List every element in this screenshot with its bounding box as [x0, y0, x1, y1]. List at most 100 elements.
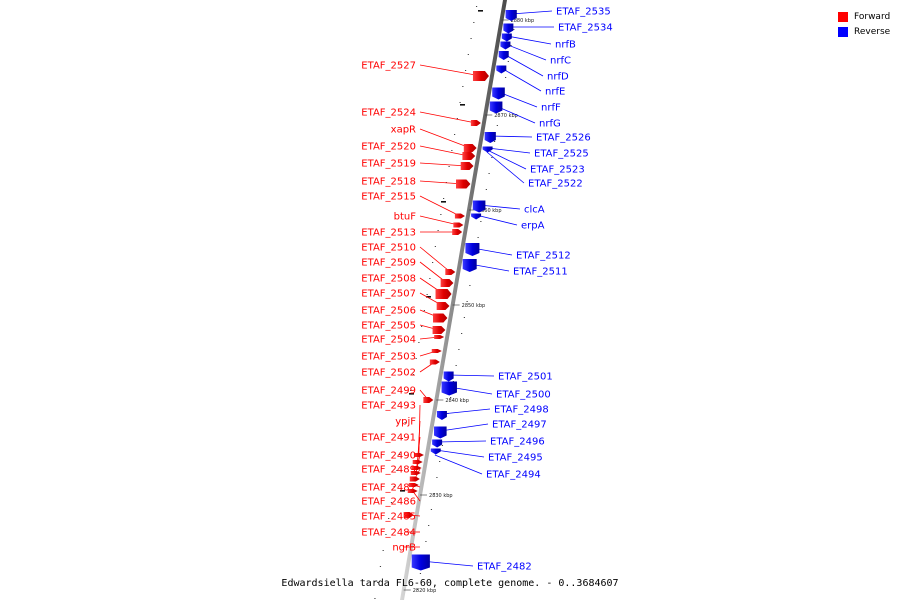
forward-gene-label[interactable]: ETAF_2506: [361, 306, 416, 317]
reverse-gene[interactable]: [498, 51, 509, 60]
forward-gene[interactable]: [413, 453, 424, 457]
reverse-gene[interactable]: [471, 213, 482, 220]
reverse-gene-label[interactable]: ETAF_2500: [496, 390, 551, 401]
reverse-gene-label[interactable]: clcA: [524, 205, 545, 216]
forward-gene-label[interactable]: ETAF_2493: [361, 401, 416, 412]
forward-gene-label[interactable]: ETAF_2491: [361, 433, 416, 444]
reverse-gene-label[interactable]: ETAF_2525: [534, 149, 589, 160]
forward-gene[interactable]: [436, 302, 450, 310]
reverse-gene-label[interactable]: ETAF_2535: [556, 7, 611, 18]
forward-gene[interactable]: [454, 213, 465, 219]
forward-gene[interactable]: [410, 471, 421, 475]
forward-gene[interactable]: [429, 359, 440, 365]
reverse-gene[interactable]: [465, 243, 480, 256]
forward-gene[interactable]: [411, 466, 422, 470]
reverse-gene[interactable]: [484, 132, 496, 143]
reverse-gene-label[interactable]: ETAF_2482: [477, 562, 532, 573]
forward-gene[interactable]: [470, 120, 481, 126]
reverse-gene-label[interactable]: ETAF_2512: [516, 251, 571, 262]
forward-gene-label[interactable]: ETAF_2518: [361, 177, 416, 188]
reverse-gene-label[interactable]: ETAF_2498: [494, 405, 549, 416]
forward-gene[interactable]: [434, 335, 445, 339]
forward-gene[interactable]: [452, 229, 463, 235]
reverse-gene-label[interactable]: ETAF_2501: [498, 372, 553, 383]
reverse-gene[interactable]: [482, 146, 493, 153]
reverse-gene[interactable]: [501, 33, 512, 42]
reverse-gene[interactable]: [430, 448, 441, 455]
forward-gene[interactable]: [407, 489, 418, 493]
legend-reverse[interactable]: Reverse: [838, 24, 900, 39]
forward-gene[interactable]: [435, 289, 452, 299]
reverse-gene-label[interactable]: nrfC: [550, 56, 571, 67]
reverse-gene-label[interactable]: ETAF_2534: [558, 23, 613, 34]
reverse-gene[interactable]: [500, 41, 511, 50]
reverse-gene-label[interactable]: nrfG: [539, 119, 561, 130]
forward-gene[interactable]: [403, 512, 414, 518]
forward-gene[interactable]: [432, 326, 446, 334]
forward-gene[interactable]: [445, 269, 456, 275]
forward-gene-label[interactable]: ETAF_2515: [361, 192, 416, 203]
forward-gene-label[interactable]: xapR: [391, 125, 416, 136]
forward-gene-label[interactable]: ETAF_2520: [361, 142, 416, 153]
forward-gene-label[interactable]: ETAF_2527: [361, 61, 416, 72]
forward-gene-label[interactable]: ETAF_2499: [361, 386, 416, 397]
reverse-gene-label[interactable]: ETAF_2494: [486, 470, 541, 481]
reverse-gene[interactable]: [434, 426, 447, 439]
reverse-gene-label[interactable]: ETAF_2522: [528, 179, 583, 190]
reverse-gene-label[interactable]: nrfB: [555, 40, 576, 51]
reverse-gene-label[interactable]: nrfF: [541, 103, 561, 114]
forward-gene-label[interactable]: ETAF_2485: [361, 512, 416, 523]
forward-gene-label[interactable]: ETAF_2489: [361, 465, 416, 476]
reverse-gene[interactable]: [441, 381, 457, 396]
forward-gene[interactable]: [460, 162, 474, 170]
forward-gene[interactable]: [472, 71, 489, 81]
forward-gene[interactable]: [463, 144, 477, 152]
forward-gene[interactable]: [431, 349, 442, 353]
forward-gene-label[interactable]: ETAF_2513: [361, 228, 416, 239]
forward-gene-label[interactable]: ETAF_2507: [361, 289, 416, 300]
reverse-gene[interactable]: [496, 65, 507, 74]
reverse-gene-label[interactable]: ETAF_2497: [492, 420, 547, 431]
forward-gene[interactable]: [440, 279, 454, 287]
legend-forward[interactable]: Forward: [838, 9, 900, 24]
forward-gene-label[interactable]: ETAF_2510: [361, 243, 416, 254]
forward-gene-label[interactable]: ETAF_2524: [361, 108, 416, 119]
forward-gene-label[interactable]: ETAF_2505: [361, 321, 416, 332]
reverse-gene[interactable]: [489, 101, 503, 114]
forward-gene[interactable]: [423, 397, 434, 403]
reverse-gene-label[interactable]: erpA: [521, 221, 545, 232]
reverse-gene-label[interactable]: ETAF_2496: [490, 437, 545, 448]
reverse-gene-label[interactable]: ETAF_2526: [536, 133, 591, 144]
reverse-gene-label[interactable]: ETAF_2495: [488, 453, 543, 464]
forward-gene-label[interactable]: ETAF_2503: [361, 352, 416, 363]
forward-gene-label[interactable]: ETAF_2502: [361, 368, 416, 379]
forward-gene-label[interactable]: ETAF_2519: [361, 159, 416, 170]
forward-gene[interactable]: [409, 476, 420, 482]
forward-gene[interactable]: [408, 483, 419, 487]
forward-gene[interactable]: [412, 460, 423, 464]
forward-gene-label[interactable]: ETAF_2487: [361, 483, 416, 494]
reverse-gene[interactable]: [462, 259, 477, 272]
reverse-gene[interactable]: [472, 200, 486, 213]
forward-gene-label[interactable]: ypjF: [395, 417, 416, 428]
forward-gene-label[interactable]: btuF: [394, 212, 417, 223]
forward-gene-label[interactable]: ETAF_2509: [361, 258, 416, 269]
reverse-gene-label[interactable]: ETAF_2523: [530, 165, 585, 176]
forward-gene-label[interactable]: ETAF_2504: [361, 335, 416, 346]
forward-gene[interactable]: [462, 152, 476, 160]
forward-gene[interactable]: [433, 313, 448, 323]
reverse-gene[interactable]: [436, 411, 447, 420]
forward-gene-label[interactable]: ETAF_2484: [361, 528, 416, 539]
forward-gene-label[interactable]: ETAF_2486: [361, 497, 416, 508]
reverse-gene[interactable]: [492, 87, 505, 100]
reverse-gene[interactable]: [503, 23, 514, 34]
reverse-gene[interactable]: [443, 371, 454, 382]
reverse-gene-label[interactable]: ETAF_2511: [513, 267, 568, 278]
reverse-gene-label[interactable]: nrfD: [547, 72, 569, 83]
forward-gene-label[interactable]: ETAF_2490: [361, 451, 416, 462]
reverse-gene[interactable]: [411, 554, 430, 571]
forward-gene[interactable]: [456, 179, 471, 189]
forward-gene-label[interactable]: ngrB: [392, 543, 416, 554]
forward-gene[interactable]: [453, 222, 464, 228]
